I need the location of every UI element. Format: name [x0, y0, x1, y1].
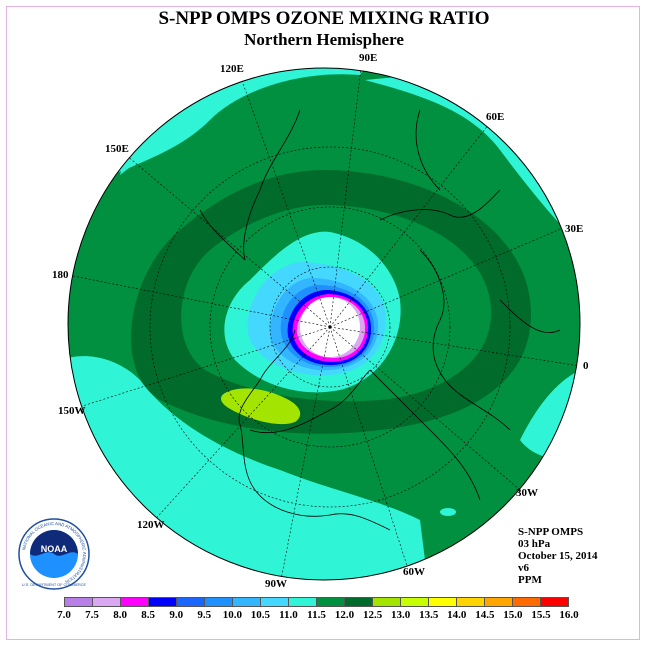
colorbar-segment: [540, 597, 569, 607]
colorbar-segment: [232, 597, 261, 607]
lon-label-120w: 120W: [137, 519, 165, 531]
colorbar-segment: [344, 597, 373, 607]
colorbar-segment: [176, 597, 205, 607]
colorbar-segment: [512, 597, 541, 607]
info-version: v6: [518, 562, 529, 574]
colorbar-segment: [400, 597, 429, 607]
colorbar: [64, 597, 569, 607]
coastlines: [199, 109, 561, 531]
colorbar-tick-label: 8.0: [113, 609, 127, 621]
ozone-field: [68, 68, 580, 580]
colorbar-tick-label: 14.5: [475, 609, 495, 621]
colorbar-segment: [288, 597, 317, 607]
colorbar-segment: [64, 597, 93, 607]
lon-label-0: 0: [583, 360, 589, 372]
map-subtitle: Northern Hemisphere: [244, 30, 404, 49]
colorbar-tick-label: 15.0: [503, 609, 523, 621]
colorbar-tick-label: 13.5: [419, 609, 439, 621]
colorbar-tick-label: 13.0: [391, 609, 411, 621]
colorbar-tick-label: 8.5: [141, 609, 156, 621]
contour-11-0-patch: [440, 508, 456, 516]
colorbar-tick-label: 10.5: [250, 609, 270, 621]
colorbar-tick-label: 10.0: [222, 609, 242, 621]
noaa-logo-text: NOAA: [41, 544, 68, 554]
colorbar-segment: [456, 597, 485, 607]
lon-label-60w: 60W: [403, 566, 425, 578]
lon-label-90w: 90W: [265, 578, 287, 590]
colorbar-tick-label: 7.0: [57, 609, 71, 621]
noaa-logo: NOAA NATIONAL OCEANIC AND ATMOSPHERIC AD…: [18, 518, 90, 590]
colorbar-tick-label: 12.0: [334, 609, 355, 621]
colorbar-ticks: 7.0 7.5 8.0 8.5 9.0 9.5 10.0 10.5 11.0 11.5 12.0 12…: [0, 609, 648, 623]
lon-label-180: 180: [52, 269, 69, 281]
lon-label-90e: 90E: [359, 52, 378, 64]
colorbar-tick-label: 15.5: [531, 609, 551, 621]
graticule: [68, 68, 580, 580]
colorbar-segment: [484, 597, 513, 607]
colorbar-segment: [372, 597, 401, 607]
colorbar-tick-label: 7.5: [85, 609, 99, 621]
map-boundary: [67, 67, 581, 581]
colorbar-segment: [120, 597, 149, 607]
colorbar-segment: [148, 597, 177, 607]
contour-12-5-patch: [220, 388, 301, 425]
lon-label-150w: 150W: [58, 405, 86, 417]
figure-frame: [6, 6, 640, 640]
map-title: S-NPP OMPS OZONE MIXING RATIO: [158, 8, 490, 29]
colorbar-tick-label: 11.5: [307, 609, 326, 621]
lon-label-150e: 150E: [105, 143, 129, 155]
info-level: 03 hPa: [518, 538, 551, 550]
colorbar-tick-label: 12.5: [362, 609, 383, 621]
info-units: PPM: [518, 574, 542, 586]
info-date: October 15, 2014: [518, 550, 598, 562]
colorbar-segment: [428, 597, 457, 607]
colorbar-segment: [316, 597, 345, 607]
lon-label-120e: 120E: [220, 63, 244, 75]
colorbar-tick-label: 11.0: [279, 609, 298, 621]
lon-label-60e: 60E: [486, 111, 505, 123]
info-instrument: S-NPP OMPS: [518, 526, 584, 538]
lon-label-30e: 30E: [565, 223, 584, 235]
lon-label-30w: 30W: [516, 487, 538, 499]
colorbar-tick-label: 16.0: [559, 609, 579, 621]
colorbar-segment: [260, 597, 289, 607]
colorbar-segment: [204, 597, 233, 607]
colorbar-segment: [92, 597, 121, 607]
colorbar-tick-label: 9.5: [197, 609, 212, 621]
colorbar-tick-label: 14.0: [447, 609, 467, 621]
noaa-logo-bottom-text: U.S. DEPARTMENT OF COMMERCE: [22, 583, 87, 587]
colorbar-tick-label: 9.0: [169, 609, 184, 621]
